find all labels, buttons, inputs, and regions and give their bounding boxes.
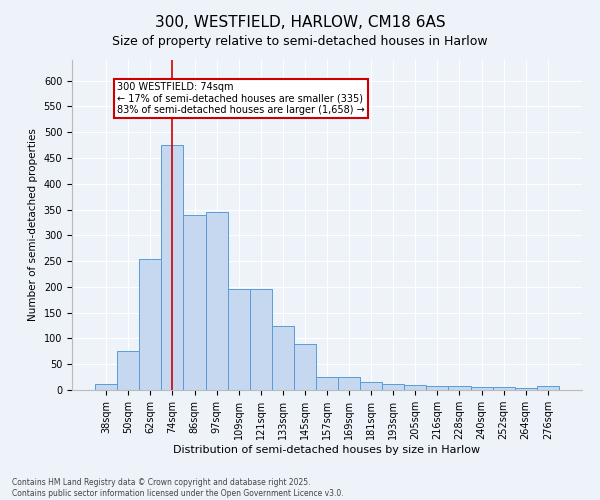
Bar	[206, 212, 227, 390]
Bar	[161, 145, 184, 390]
Bar	[294, 344, 316, 390]
Bar	[338, 377, 360, 390]
Bar	[360, 382, 382, 390]
Text: Contains HM Land Registry data © Crown copyright and database right 2025.
Contai: Contains HM Land Registry data © Crown c…	[12, 478, 344, 498]
Bar	[382, 384, 404, 390]
Bar	[537, 386, 559, 390]
Bar	[117, 352, 139, 390]
Bar	[227, 290, 250, 390]
Bar	[427, 386, 448, 390]
Bar	[250, 290, 272, 390]
Bar	[95, 384, 117, 390]
X-axis label: Distribution of semi-detached houses by size in Harlow: Distribution of semi-detached houses by …	[173, 445, 481, 455]
Text: Size of property relative to semi-detached houses in Harlow: Size of property relative to semi-detach…	[112, 35, 488, 48]
Bar	[272, 326, 294, 390]
Y-axis label: Number of semi-detached properties: Number of semi-detached properties	[28, 128, 38, 322]
Text: 300, WESTFIELD, HARLOW, CM18 6AS: 300, WESTFIELD, HARLOW, CM18 6AS	[155, 15, 445, 30]
Text: 300 WESTFIELD: 74sqm
← 17% of semi-detached houses are smaller (335)
83% of semi: 300 WESTFIELD: 74sqm ← 17% of semi-detac…	[117, 82, 365, 115]
Bar	[139, 258, 161, 390]
Bar	[448, 386, 470, 390]
Bar	[493, 388, 515, 390]
Bar	[515, 388, 537, 390]
Bar	[404, 385, 427, 390]
Bar	[316, 377, 338, 390]
Bar	[184, 214, 206, 390]
Bar	[470, 388, 493, 390]
